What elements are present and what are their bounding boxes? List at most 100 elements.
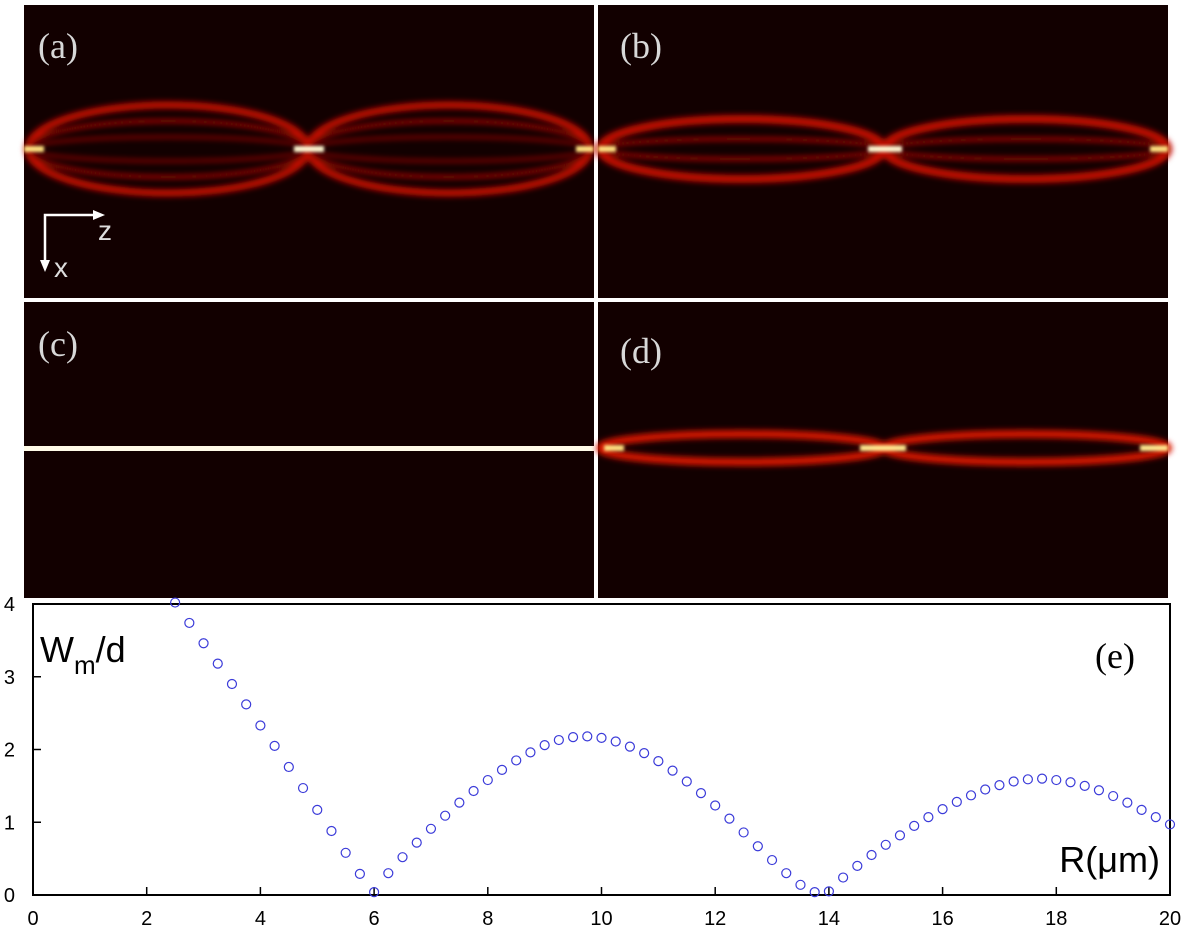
point [624, 741, 636, 752]
axis-z: z [98, 215, 112, 246]
point [255, 720, 266, 731]
y-label-rest: /d [96, 629, 126, 670]
point [567, 732, 579, 743]
point [795, 879, 806, 890]
point [823, 886, 835, 897]
point [496, 764, 508, 775]
panel-label: (b) [620, 26, 662, 66]
point [411, 837, 422, 848]
point [965, 790, 977, 801]
point [539, 740, 550, 751]
point [454, 797, 465, 808]
point [809, 886, 820, 898]
y-label-main: W [40, 629, 74, 670]
x-tick-label: 10 [590, 908, 612, 930]
panel-label: (c) [38, 324, 78, 364]
point [639, 748, 650, 759]
point [1008, 776, 1019, 787]
point [440, 810, 451, 821]
axis-x: x [54, 252, 68, 283]
foci-b [598, 146, 1168, 152]
point [383, 868, 394, 879]
point [909, 820, 920, 831]
y-label: Wm/d [40, 629, 126, 680]
y-label-sub: m [74, 650, 96, 680]
point [880, 839, 891, 850]
x-tick-label: 2 [141, 908, 152, 930]
point [1051, 774, 1062, 786]
point [354, 868, 365, 880]
point [894, 830, 906, 841]
y-tick-label: 3 [4, 667, 15, 689]
point [369, 886, 380, 898]
point [198, 638, 209, 649]
point [283, 761, 294, 773]
point [838, 872, 849, 883]
y-tick-label: 4 [4, 594, 15, 616]
panels: (a) (b) (c) (d) z x [24, 5, 1172, 598]
point [951, 796, 962, 807]
foci-d [604, 445, 1168, 451]
point [1022, 774, 1033, 785]
point [752, 841, 763, 852]
point [340, 847, 351, 858]
point [553, 734, 564, 746]
point [724, 813, 735, 824]
point [226, 678, 238, 690]
point [1079, 780, 1090, 791]
point [866, 849, 877, 861]
x-label: R(μm) [1059, 839, 1160, 880]
point [269, 740, 280, 751]
point [738, 827, 749, 838]
axes-arrows [40, 210, 105, 272]
x-tick-label: 12 [704, 908, 726, 930]
point [923, 812, 934, 823]
y-tick-label: 1 [4, 812, 15, 834]
point [695, 788, 707, 799]
point [312, 804, 323, 815]
point [937, 804, 948, 815]
point [241, 699, 252, 710]
point [1093, 785, 1105, 796]
point [482, 774, 493, 786]
point [766, 854, 778, 866]
point [980, 784, 991, 795]
x-tick-label: 6 [369, 908, 380, 930]
y-tick-label: 0 [4, 885, 15, 907]
point [212, 658, 223, 669]
point [511, 755, 522, 766]
x-tick-label: 16 [931, 908, 953, 930]
x-tick-label: 4 [255, 908, 266, 930]
x-tick-label: 14 [818, 908, 840, 930]
point [582, 731, 593, 742]
point [525, 747, 536, 758]
point [667, 765, 678, 776]
beam-c [24, 446, 594, 451]
point [1065, 777, 1076, 788]
plot-frame [32, 603, 1171, 896]
point [610, 736, 621, 747]
point [596, 732, 607, 743]
point [681, 776, 692, 787]
point [184, 617, 195, 629]
point [170, 597, 181, 608]
point [297, 782, 309, 794]
x-tick-label: 18 [1045, 908, 1067, 930]
point [781, 868, 792, 879]
point [1122, 797, 1133, 808]
point [1036, 773, 1048, 784]
point [710, 800, 721, 811]
point [653, 756, 664, 767]
point [425, 823, 437, 834]
x-tick-label: 0 [27, 908, 38, 930]
point [468, 785, 479, 797]
x-tick-label: 20 [1159, 908, 1181, 930]
point [994, 780, 1005, 791]
point [1150, 812, 1161, 823]
annotation: (e) [1095, 636, 1135, 676]
y-tick-label: 2 [4, 740, 15, 762]
point [397, 852, 408, 863]
point [1164, 819, 1176, 830]
